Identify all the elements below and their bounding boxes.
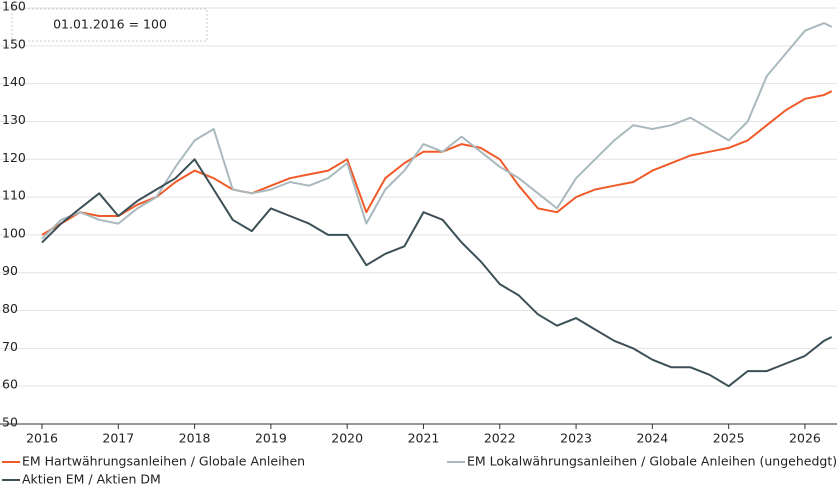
x-tick-label: 2021 [408, 431, 440, 446]
y-tick-label: 140 [2, 74, 26, 89]
y-tick-label: 80 [2, 301, 18, 316]
y-tick-label: 60 [2, 377, 18, 392]
x-tick-label: 2016 [26, 431, 58, 446]
y-tick-label: 150 [2, 36, 26, 51]
series-line [41, 22, 833, 240]
legend-label: Aktien EM / Aktien DM [22, 472, 161, 487]
legend-label: EM Lokalwährungsanleihen / Globale Anlei… [467, 454, 837, 469]
x-tick-label: 2023 [560, 431, 592, 446]
series-line [41, 158, 833, 388]
annotation: 01.01.2016 = 100 [53, 17, 167, 32]
series-line [41, 90, 833, 236]
y-tick-label: 110 [2, 188, 26, 203]
x-tick-label: 2024 [636, 431, 668, 446]
y-tick-label: 90 [2, 263, 18, 278]
x-tick-label: 2020 [331, 431, 363, 446]
x-tick-label: 2025 [713, 431, 745, 446]
x-tick-label: 2019 [255, 431, 287, 446]
annotation-box [11, 8, 208, 42]
x-tick-label: 2026 [789, 431, 821, 446]
x-tick-label: 2018 [179, 431, 211, 446]
legend-label: EM Hartwährungsanleihen / Globale Anleih… [22, 454, 305, 469]
y-tick-label: 130 [2, 112, 26, 127]
y-tick-label: 160 [2, 0, 26, 14]
y-tick-label: 100 [2, 225, 26, 240]
x-tick-label: 2017 [102, 431, 134, 446]
y-tick-label: 120 [2, 150, 26, 165]
x-tick-label: 2022 [484, 431, 516, 446]
y-tick-label: 50 [2, 415, 18, 430]
y-tick-label: 70 [2, 339, 18, 354]
